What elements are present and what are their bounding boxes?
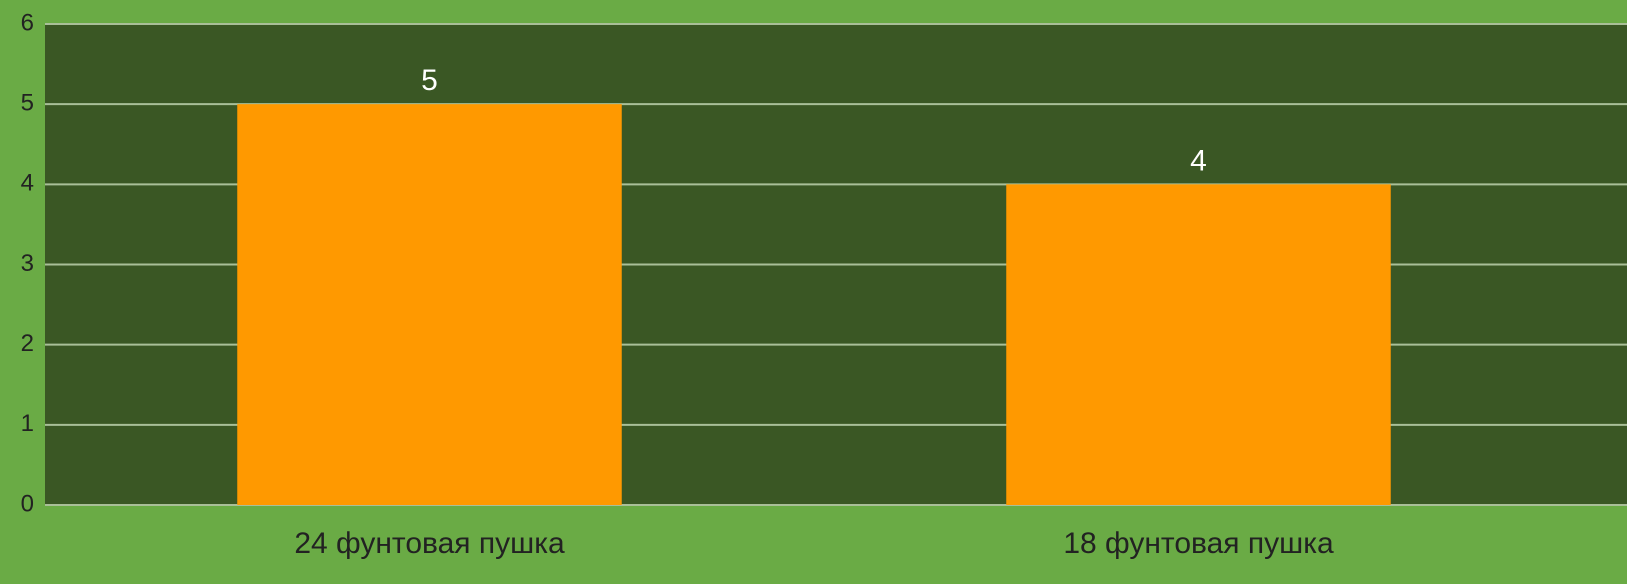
y-tick-label: 0	[21, 490, 34, 517]
bar	[1006, 184, 1391, 506]
y-tick-label: 1	[21, 410, 34, 437]
y-tick-label: 6	[21, 9, 34, 36]
bar	[237, 104, 622, 506]
x-tick-label: 24 фунтовая пушка	[294, 527, 565, 560]
y-tick-label: 3	[21, 250, 34, 277]
x-tick-label: 18 фунтовая пушка	[1063, 527, 1334, 560]
y-tick-label: 5	[21, 90, 34, 117]
y-tick-label: 4	[21, 170, 34, 197]
value-label: 5	[421, 64, 438, 97]
y-tick-label: 2	[21, 330, 34, 357]
value-label: 4	[1190, 144, 1207, 177]
